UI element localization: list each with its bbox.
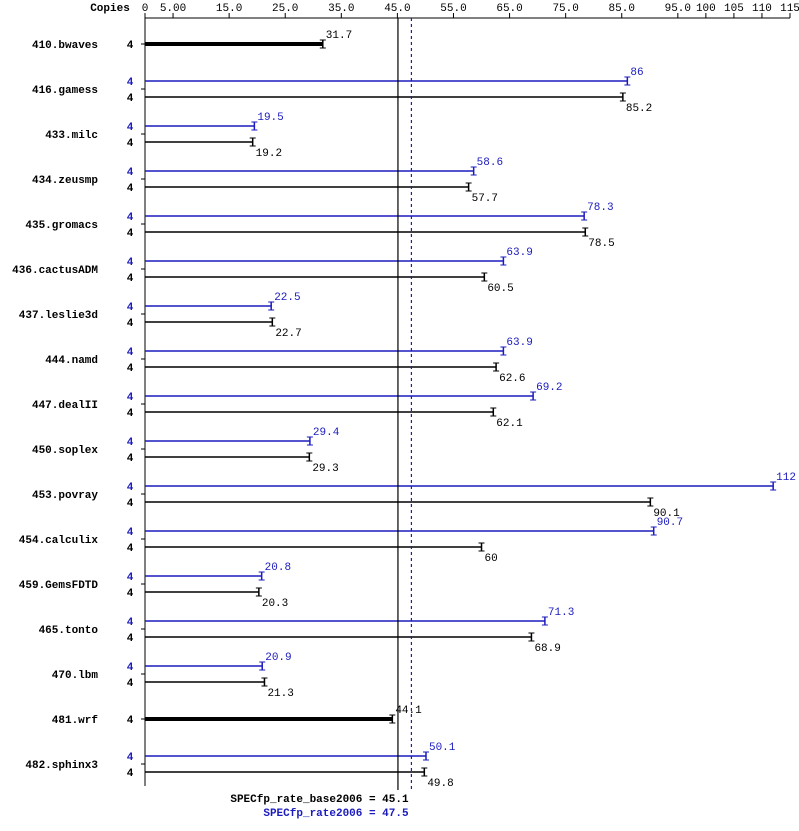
copies-base: 4 — [127, 543, 134, 555]
x-tick-label: 75.0 — [552, 3, 578, 15]
copies-base: 4 — [127, 453, 134, 465]
x-tick-label: 95.0 — [665, 3, 691, 15]
benchmark-name: 416.gamess — [32, 85, 98, 97]
x-tick-label: 35.0 — [328, 3, 354, 15]
base-value: 57.7 — [472, 193, 498, 205]
x-tick-label: 110 — [752, 3, 772, 15]
copies-base: 4 — [127, 363, 134, 375]
reference-label: SPECfp_rate_base2006 = 45.1 — [230, 794, 409, 806]
benchmark-name: 447.dealII — [32, 400, 98, 412]
x-tick-label: 55.0 — [440, 3, 466, 15]
peak-value: 29.4 — [313, 427, 340, 439]
copies-header: Copies — [90, 3, 130, 15]
copies-base: 4 — [127, 408, 134, 420]
x-tick-label: 100 — [696, 3, 716, 15]
copies-base: 4 — [127, 633, 134, 645]
copies-peak: 4 — [127, 167, 134, 179]
copies-base: 4 — [127, 183, 134, 195]
x-tick-label: 105 — [724, 3, 744, 15]
base-value: 60 — [485, 553, 498, 565]
x-tick-label: 45.0 — [384, 3, 410, 15]
peak-value: 20.8 — [265, 562, 291, 574]
copies-peak: 4 — [127, 662, 134, 674]
peak-value: 86 — [630, 67, 643, 79]
base-value: 21.3 — [267, 688, 293, 700]
base-value: 20.3 — [262, 598, 288, 610]
copies-peak: 4 — [127, 122, 134, 134]
copies-peak: 4 — [127, 302, 134, 314]
benchmark-name: 454.calculix — [19, 535, 99, 547]
copies-peak: 4 — [127, 617, 134, 629]
benchmark-name: 482.sphinx3 — [25, 760, 98, 772]
copies-base: 4 — [127, 318, 134, 330]
copies-peak: 4 — [127, 752, 134, 764]
base-value: 29.3 — [312, 463, 338, 475]
copies-peak: 4 — [127, 77, 134, 89]
peak-value: 20.9 — [265, 652, 291, 664]
benchmark-name: 453.povray — [32, 490, 98, 502]
x-tick-label: 25.0 — [272, 3, 298, 15]
peak-value: 78.3 — [587, 202, 613, 214]
benchmark-name: 433.milc — [45, 130, 98, 142]
peak-value: 112 — [776, 472, 796, 484]
base-value: 44.1 — [395, 705, 422, 717]
copies-peak: 4 — [127, 347, 134, 359]
peak-value: 63.9 — [506, 247, 532, 259]
copies-base: 4 — [127, 40, 134, 52]
copies-peak: 4 — [127, 572, 134, 584]
base-value: 85.2 — [626, 103, 652, 115]
copies-base: 4 — [127, 273, 134, 285]
copies-peak: 4 — [127, 482, 134, 494]
benchmark-name: 437.leslie3d — [19, 310, 98, 322]
peak-value: 22.5 — [274, 292, 300, 304]
peak-value: 19.5 — [257, 112, 283, 124]
base-value: 78.5 — [588, 238, 614, 250]
peak-value: 69.2 — [536, 382, 562, 394]
base-value: 31.7 — [326, 30, 352, 42]
base-value: 68.9 — [534, 643, 560, 655]
peak-value: 63.9 — [506, 337, 532, 349]
base-value: 62.6 — [499, 373, 525, 385]
base-value: 49.8 — [427, 778, 453, 790]
copies-peak: 4 — [127, 527, 134, 539]
x-tick-label: 5.00 — [160, 3, 186, 15]
benchmark-name: 434.zeusmp — [32, 175, 98, 187]
copies-base: 4 — [127, 228, 134, 240]
x-tick-label: 15.0 — [216, 3, 242, 15]
x-tick-label: 115 — [780, 3, 799, 15]
x-tick-label: 0 — [142, 3, 149, 15]
x-tick-label: 65.0 — [496, 3, 522, 15]
x-tick-label: 85.0 — [609, 3, 635, 15]
benchmark-name: 436.cactusADM — [12, 265, 98, 277]
peak-value: 71.3 — [548, 607, 574, 619]
spec-chart: 0 5.00 15.0 25.0 35.0 45.0 55.0 65.0 75.0 85.0 95.… — [0, 0, 799, 831]
copies-base: 4 — [127, 678, 134, 690]
copies-peak: 4 — [127, 257, 134, 269]
reference-label: SPECfp_rate2006 = 47.5 — [263, 808, 409, 820]
copies-base: 4 — [127, 93, 134, 105]
base-value: 62.1 — [496, 418, 523, 430]
benchmark-name: 435.gromacs — [25, 220, 98, 232]
peak-value: 50.1 — [429, 742, 456, 754]
peak-value: 90.7 — [657, 517, 683, 529]
copies-base: 4 — [127, 768, 134, 780]
peak-value: 58.6 — [477, 157, 503, 169]
copies-base: 4 — [127, 138, 134, 150]
benchmark-name: 481.wrf — [52, 715, 99, 727]
base-value: 60.5 — [487, 283, 513, 295]
base-value: 19.2 — [256, 148, 282, 160]
copies-peak: 4 — [127, 392, 134, 404]
benchmark-name: 465.tonto — [39, 625, 99, 637]
copies-base: 4 — [127, 588, 134, 600]
copies-base: 4 — [127, 498, 134, 510]
base-value: 22.7 — [275, 328, 301, 340]
copies-base: 4 — [127, 715, 134, 727]
benchmark-name: 410.bwaves — [32, 40, 98, 52]
copies-peak: 4 — [127, 437, 134, 449]
benchmark-name: 470.lbm — [52, 670, 99, 682]
benchmark-name: 444.namd — [45, 355, 98, 367]
copies-peak: 4 — [127, 212, 134, 224]
benchmark-name: 450.soplex — [32, 445, 98, 457]
benchmark-name: 459.GemsFDTD — [19, 580, 99, 592]
